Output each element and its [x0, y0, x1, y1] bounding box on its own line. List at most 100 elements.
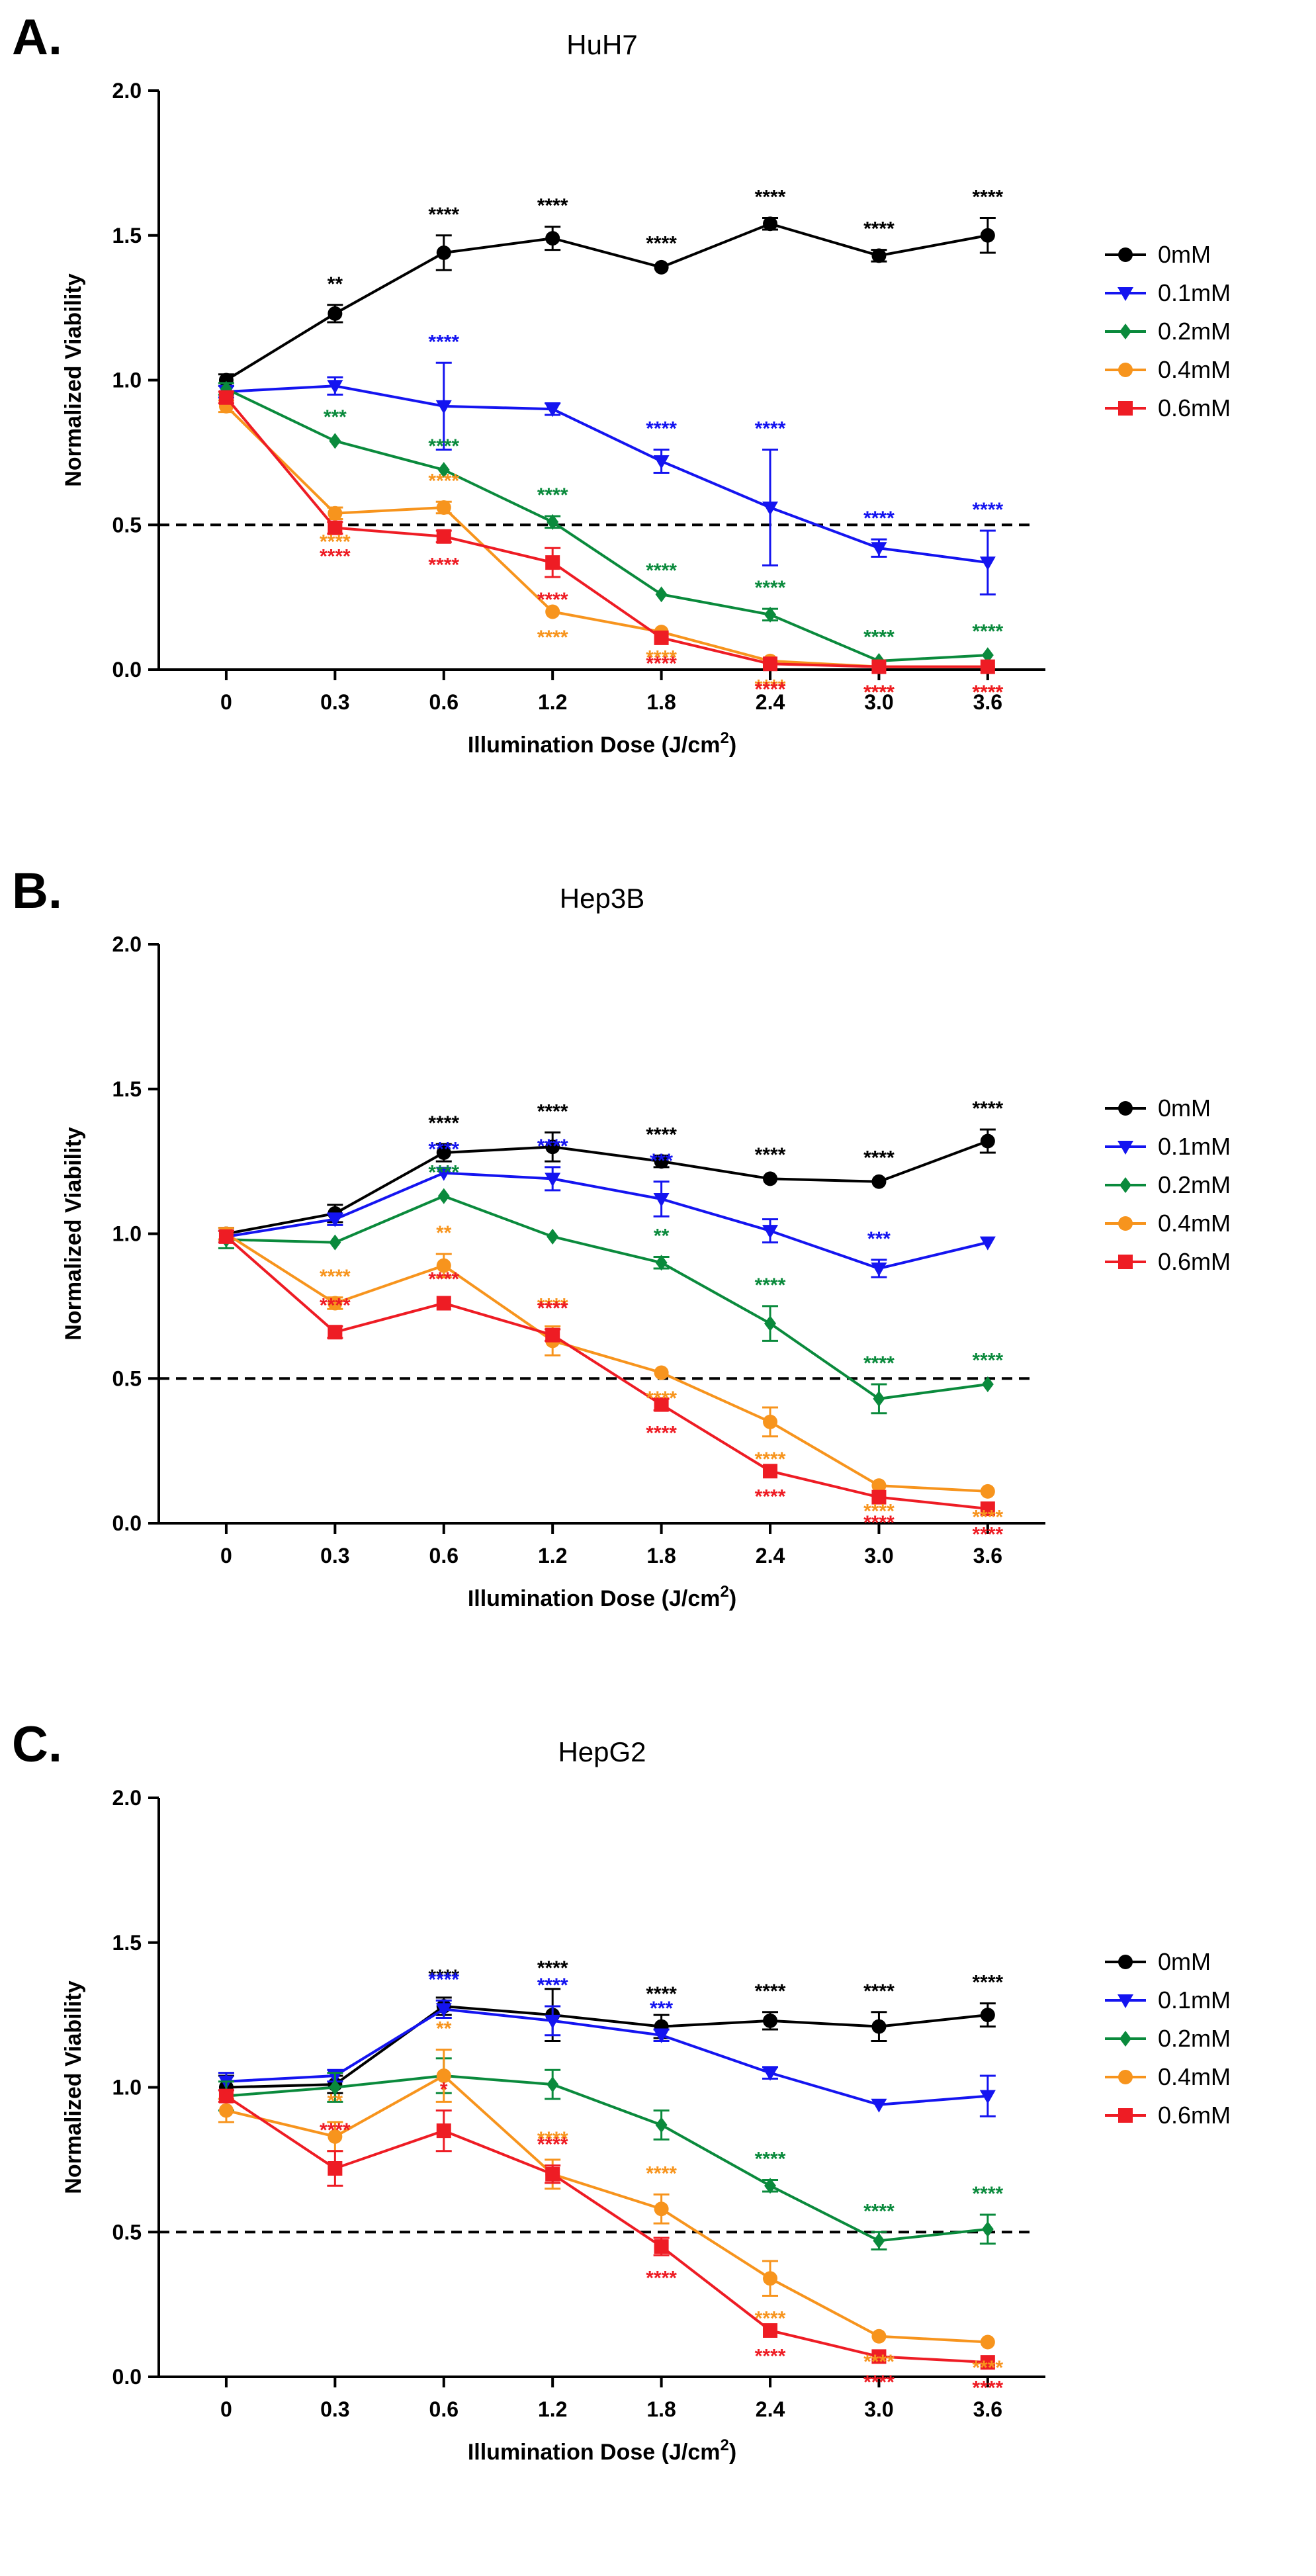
data-point [981, 647, 994, 664]
data-point [871, 1263, 887, 1276]
x-axis-label-end: ) [729, 733, 736, 758]
y-tick-label: 1.5 [112, 224, 142, 247]
significance-label: **** [863, 218, 895, 240]
panel-letter: C. [12, 1716, 62, 1773]
data-point [218, 390, 234, 405]
series-line [225, 2094, 988, 2364]
significance-label: **** [646, 1422, 677, 1444]
significance-label: **** [537, 2128, 568, 2150]
y-tick-label: 0.0 [112, 658, 142, 682]
x-axis-label-superscript: 2 [720, 729, 728, 747]
y-axis-label: Normalized Viability [61, 1980, 86, 2194]
x-axis-label: Illumination Dose (J/cm2) [468, 729, 736, 758]
x-axis-label-main: Illumination Dose (J/cm [468, 2440, 721, 2465]
panel-letter: A. [12, 9, 62, 66]
significance-label: **** [537, 484, 568, 506]
data-point [653, 1193, 670, 1207]
legend-marker [1118, 401, 1133, 416]
significance-label: **** [537, 589, 568, 611]
data-point [763, 2271, 778, 2286]
data-point [873, 1390, 885, 1407]
significance-label: **** [863, 508, 895, 529]
data-point [218, 2088, 234, 2104]
significance-label: **** [863, 2372, 895, 2393]
significance-label: **** [428, 1966, 459, 1988]
significance-label: **** [755, 2308, 786, 2330]
significance-label: **** [973, 1350, 1004, 1372]
y-tick-label: 0.0 [112, 2365, 142, 2389]
y-tick-label: 0.0 [112, 1511, 142, 1535]
significance-label: **** [428, 435, 459, 457]
legend-label: 0.6mM [1158, 2102, 1231, 2129]
significance-label: **** [755, 676, 786, 697]
series-line [226, 2008, 988, 2106]
data-point [764, 1315, 777, 1332]
legend-label: 0mM [1158, 1948, 1211, 1975]
legend-label: 0.1mM [1158, 1133, 1231, 1160]
significance-label: **** [428, 1969, 459, 1990]
data-point [329, 1234, 341, 1251]
significance-label: **** [320, 1266, 351, 1288]
data-point [437, 462, 450, 478]
data-point [763, 1414, 778, 1429]
data-point [653, 455, 670, 469]
legend-marker [1118, 2108, 1133, 2123]
data-point [655, 2117, 668, 2133]
significance-label: **** [537, 627, 568, 648]
panel-letter: B. [12, 863, 62, 919]
y-tick-label: 1.0 [112, 369, 142, 392]
significance-label: **** [973, 621, 1004, 643]
data-point [871, 1478, 887, 1493]
significance-label: **** [537, 2134, 568, 2156]
significance-label: **** [973, 187, 1004, 208]
significance-label: **** [973, 2357, 1004, 2379]
significance-label: **** [973, 1098, 1004, 1120]
data-point [218, 2103, 234, 2118]
significance-label: **** [646, 1983, 677, 2005]
x-tick-label: 3.6 [973, 1544, 1002, 1568]
x-tick-label: 2.4 [756, 690, 785, 714]
significance-label: **** [973, 2183, 1004, 2205]
x-tick-label: 1.8 [646, 690, 676, 714]
legend: 0mM 0.1mM 0.2mM 0.4mM 0.6mM [1105, 241, 1231, 422]
series-line [226, 2074, 988, 2344]
legend-marker [1118, 247, 1133, 262]
legend-label: 0.2mM [1158, 1171, 1231, 1198]
data-point [435, 2003, 452, 2018]
x-axis-label: Illumination Dose (J/cm2) [468, 1583, 736, 1611]
data-point [436, 500, 451, 515]
data-point [871, 2098, 887, 2113]
y-tick-label: 1.5 [112, 1931, 142, 1955]
legend-marker [1118, 363, 1133, 377]
x-tick-label: 3.6 [973, 690, 1002, 714]
chart-title: Hep3B [560, 883, 644, 914]
y-tick-label: 2.0 [112, 1786, 142, 1810]
data-point [545, 2166, 560, 2182]
series-line [226, 1194, 988, 1400]
data-point [328, 506, 343, 521]
significance-label: *** [650, 1998, 673, 2020]
data-point [655, 1255, 668, 1271]
significance-label: **** [428, 1112, 459, 1134]
x-tick-label: 1.2 [538, 1544, 567, 1568]
significance-label: ** [328, 2090, 343, 2112]
x-axis-label-superscript: 2 [720, 1583, 728, 1601]
data-point [980, 228, 995, 243]
y-axis-label: Normalized Viability [61, 273, 86, 487]
data-point [980, 1501, 995, 1517]
significance-label: **** [646, 1124, 677, 1145]
significance-label: **** [863, 1501, 895, 1523]
legend-label: 0.6mM [1158, 394, 1231, 422]
legend-label: 0.2mM [1158, 318, 1231, 345]
data-point [328, 2161, 343, 2176]
significance-label: **** [755, 1144, 786, 1166]
data-point [437, 1188, 450, 1204]
data-point [436, 245, 451, 260]
data-point [436, 1258, 451, 1273]
data-point [328, 2129, 343, 2144]
x-tick-label: 0 [220, 1544, 232, 1568]
legend: 0mM 0.1mM 0.2mM 0.4mM 0.6mM [1105, 1094, 1231, 1275]
significance-label: ** [328, 273, 343, 295]
x-tick-label: 0.3 [320, 2397, 349, 2421]
x-tick-label: 1.8 [646, 2397, 676, 2421]
